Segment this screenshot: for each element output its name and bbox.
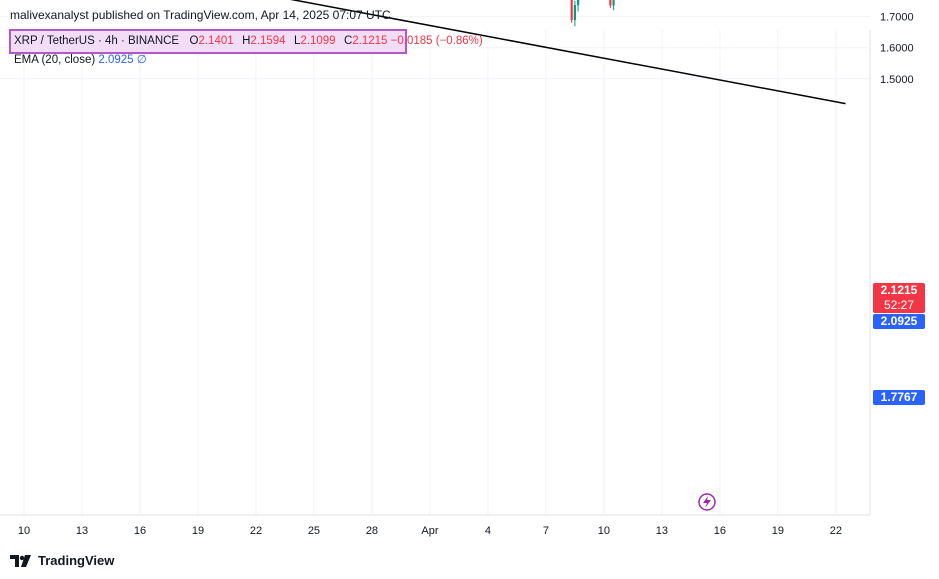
ema-label: EMA (20, close) <box>14 54 96 66</box>
low-label: L <box>293 35 301 47</box>
publisher-line: malivexanalyst published on TradingView.… <box>10 8 391 22</box>
open-label: O <box>189 35 199 47</box>
tradingview-footer[interactable]: TradingView <box>10 553 114 568</box>
price-tick-label: 1.5000 <box>880 74 914 86</box>
time-tick-label: 19 <box>772 525 784 537</box>
time-tick-label: 16 <box>714 525 726 537</box>
high-value: 2.1594 <box>250 35 286 47</box>
candle-body <box>612 0 615 6</box>
lightning-icon[interactable] <box>698 493 716 511</box>
time-tick-label: 16 <box>134 525 146 537</box>
high-label: H <box>242 35 251 47</box>
ema-value: 2.0925 <box>98 54 134 66</box>
grid <box>0 16 870 515</box>
countdown-value: 52:27 <box>883 298 915 312</box>
time-tick-label: 10 <box>18 525 30 537</box>
ema-legend[interactable]: EMA (20, close) 2.0925 ∅ <box>14 52 147 66</box>
open-value: 2.1401 <box>198 35 234 47</box>
ohlc-legend: XRP / TetherUS · 4h · BINANCE O2.1401 H2… <box>14 35 483 47</box>
price-badge: 2.1215 52:27 <box>873 283 925 313</box>
candle-body <box>573 5 577 21</box>
close-value: 2.1215 <box>352 35 388 47</box>
symbol-legend-box[interactable] <box>9 29 407 54</box>
time-tick-label: 22 <box>250 525 262 537</box>
price-tick-label: 1.6000 <box>880 43 914 55</box>
time-tick-label: 28 <box>366 525 378 537</box>
support-badge: 1.7767 <box>873 390 925 405</box>
time-tick-label: 22 <box>830 525 842 537</box>
price-axis[interactable]: 1.50001.60001.70001.80001.90002.00002.10… <box>880 0 914 86</box>
time-tick-label: 10 <box>598 525 610 537</box>
close-label: C <box>343 35 353 47</box>
time-axis[interactable]: 10 13 16 19 22 25 28 Apr 4 7 10 13 16 19 22 <box>18 525 842 537</box>
change-value: −0.0185 (−0.86%) <box>390 35 483 47</box>
symbol-label: XRP / TetherUS · 4h · BINANCE <box>14 35 180 47</box>
candle-body <box>577 0 580 6</box>
time-tick-label: 13 <box>76 525 88 537</box>
time-tick-label: 19 <box>192 525 204 537</box>
time-tick-label: Apr <box>421 525 438 537</box>
low-value: 2.1099 <box>300 35 336 47</box>
price-badge-value: 2.1215 <box>880 283 918 297</box>
time-tick-label: 4 <box>485 525 491 537</box>
candle-body <box>609 0 612 6</box>
time-tick-label: 25 <box>308 525 320 537</box>
time-tick-label: 7 <box>543 525 549 537</box>
brand-label: TradingView <box>38 553 115 568</box>
ema-badge: 2.0925 <box>873 314 925 329</box>
time-tick-label: 13 <box>656 525 668 537</box>
candle-body <box>570 0 573 21</box>
tradingview-logo-icon <box>10 554 31 567</box>
lower-trendline <box>290 0 846 105</box>
candles <box>570 0 615 27</box>
drawings <box>290 0 846 105</box>
ema-extra: ∅ <box>136 54 147 66</box>
price-tick-label: 1.7000 <box>880 12 914 24</box>
